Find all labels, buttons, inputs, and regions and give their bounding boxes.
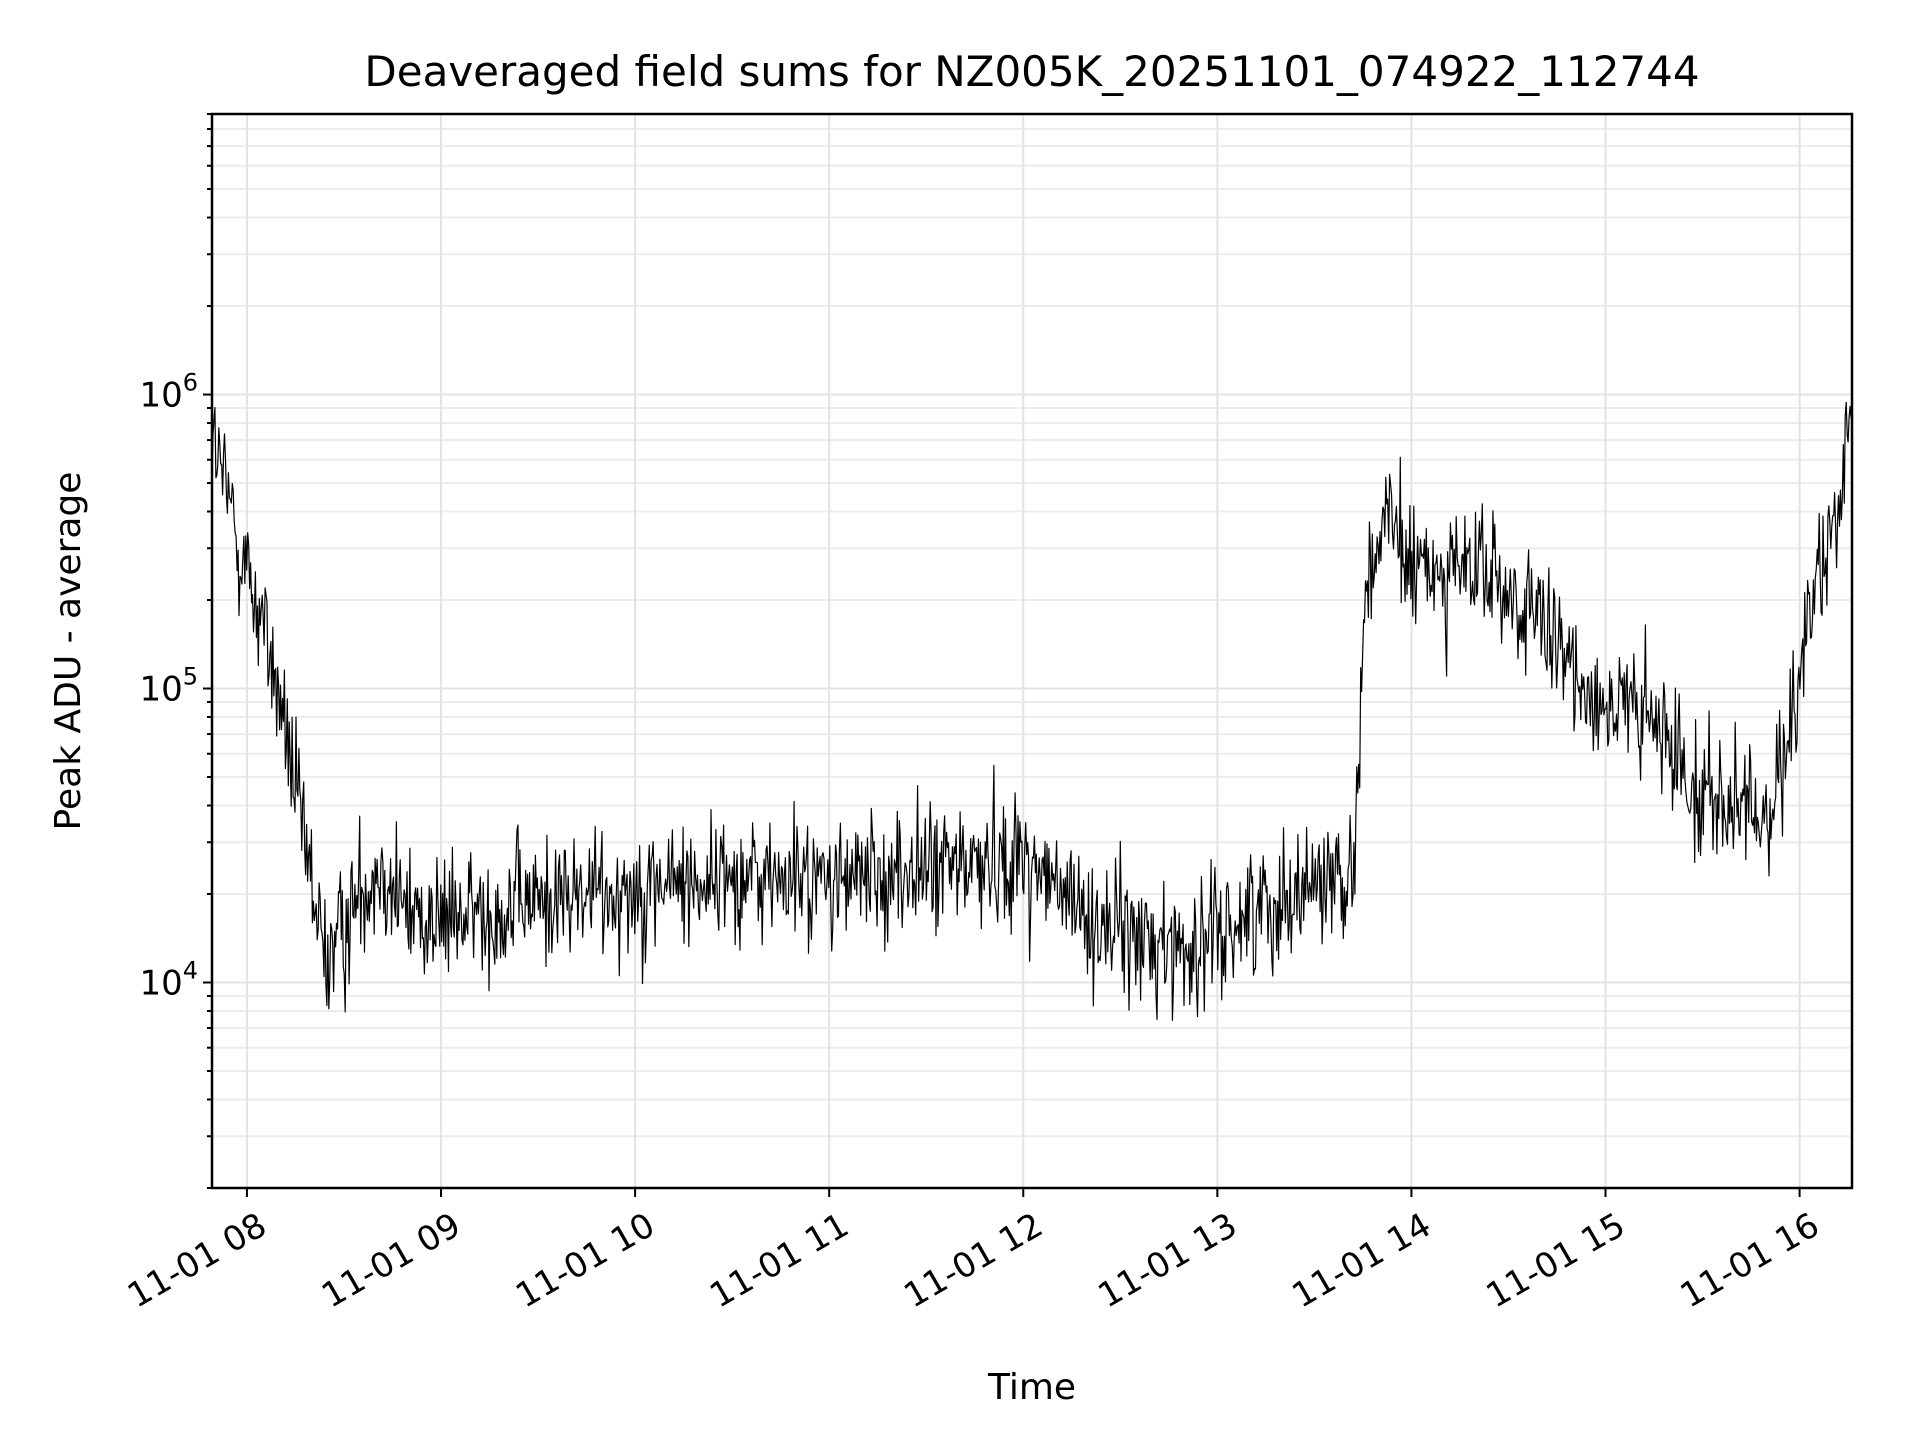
y-tick-label: 106 — [139, 369, 198, 416]
x-tick-label: 11-01 16 — [1674, 1205, 1826, 1316]
y-axis-label: Peak ADU - average — [48, 472, 89, 831]
x-tick-label: 11-01 08 — [121, 1205, 273, 1316]
x-tick-label: 11-01 11 — [703, 1205, 855, 1316]
y-axis: 104 105 106 — [139, 113, 212, 1189]
plot-frame — [210, 112, 1854, 1190]
chart-title: Deaveraged field sums for NZ005K_2025110… — [364, 47, 1699, 96]
grid — [212, 113, 1852, 1189]
x-tick-label: 11-01 13 — [1091, 1205, 1243, 1316]
x-tick-label: 11-01 09 — [315, 1205, 467, 1316]
y-tick-label: 104 — [139, 957, 198, 1004]
x-tick-label: 11-01 15 — [1480, 1205, 1632, 1316]
x-tick-label: 11-01 12 — [897, 1205, 1049, 1316]
y-tick-label: 105 — [139, 663, 198, 710]
x-tick-label: 11-01 10 — [509, 1205, 661, 1316]
x-tick-label: 11-01 14 — [1286, 1205, 1438, 1316]
series-line — [211, 401, 1853, 1022]
x-axis: 11-01 08 11-01 09 11-01 10 11-01 11 11-01 12… — [121, 1188, 1826, 1316]
x-axis-label: Time — [987, 1367, 1076, 1408]
